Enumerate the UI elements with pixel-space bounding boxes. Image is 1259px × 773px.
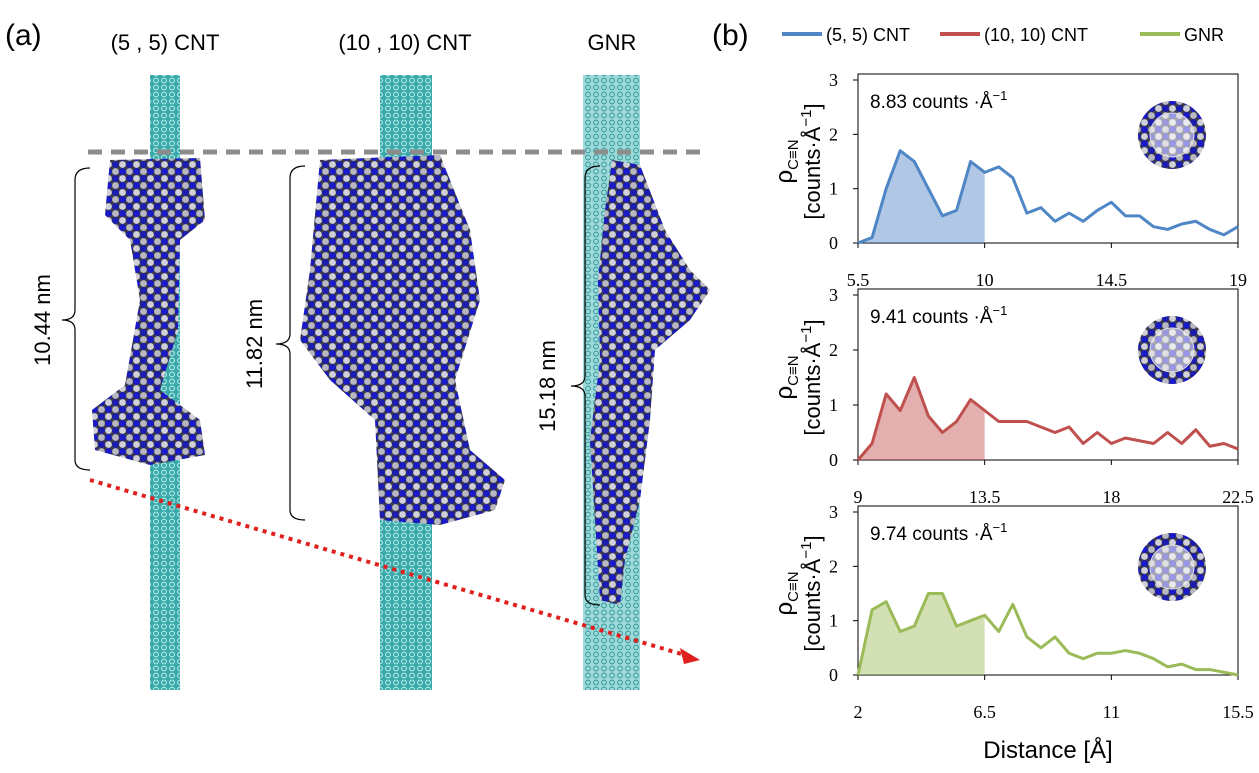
x-tick-label: 5.5 [847, 270, 870, 290]
x-tick-label: 19 [1229, 270, 1247, 290]
annotation-sup: −1 [993, 88, 1008, 103]
line [856, 592, 1239, 677]
y-tick-label: 2 [829, 556, 838, 576]
annotation-sup: −1 [993, 303, 1008, 318]
x-tick-label: 2 [854, 702, 863, 722]
plot-frame [857, 73, 1239, 244]
x-tick-label: 10 [976, 270, 994, 290]
panel-label: (a) [5, 19, 42, 52]
bracket [275, 165, 306, 521]
y-label-sup: −1 [798, 326, 815, 343]
shaded-area [858, 377, 985, 460]
y-tick-label: 0 [829, 665, 838, 685]
y-tick-label: 3 [829, 70, 838, 90]
x-tick-label: 15.5 [1222, 702, 1254, 722]
arrow-head [680, 648, 700, 664]
y-label-sub: C≡N [785, 139, 802, 169]
x-tick-label: 13.5 [969, 487, 1001, 507]
x-axis-label: Distance [Å] [983, 736, 1112, 764]
model-title: (10 , 10) CNT [338, 30, 471, 55]
shaded-area [858, 150, 985, 243]
y-label-symbol: ρC≡N [771, 355, 802, 399]
y-tick-label: 1 [829, 179, 838, 199]
panel-a: (a) (5 , 5) CNT (10 , 10) CNT GNR 10.44 … [5, 19, 710, 690]
y-label-sup: −1 [798, 542, 815, 559]
y-label-unit: [counts·Å−1] [798, 535, 825, 651]
y-tick-label: 2 [829, 340, 838, 360]
annotation: 9.74 counts ·Å−1 [870, 520, 1007, 545]
y-axis-label: ρC≡N[counts·Å−1] [771, 535, 825, 651]
annotation-sup: −1 [993, 520, 1008, 535]
length-label: 11.82 nm [242, 299, 267, 389]
legend-label: GNR [1184, 25, 1224, 45]
bracket [570, 165, 601, 606]
y-label-unit-text: [counts·Å [800, 558, 825, 651]
model-title: (5 , 5) CNT [111, 30, 220, 55]
polymer [300, 155, 505, 525]
y-label-unit-text: [counts·Å [800, 126, 825, 219]
y-tick-label: 1 [829, 611, 838, 631]
x-tick-label: 18 [1102, 487, 1120, 507]
y-tick-label: 1 [829, 395, 838, 415]
x-tick-label: 22.5 [1222, 487, 1254, 507]
y-tick-label: 0 [829, 233, 838, 253]
panel-label: (b) [712, 19, 749, 52]
annotation: 8.83 counts ·Å−1 [870, 88, 1007, 113]
y-label-sub: C≡N [785, 571, 802, 601]
legend-label: (10, 10) CNT [984, 25, 1088, 45]
annotation: 9.41 counts ·Å−1 [870, 303, 1007, 328]
polymer [92, 158, 205, 465]
y-label-symbol: ρC≡N [771, 139, 802, 183]
line [857, 149, 1239, 245]
y-label-rho: ρ [771, 386, 798, 400]
y-axis-label: ρC≡N[counts·Å−1] [771, 319, 825, 435]
x-tick-label: 11 [1103, 702, 1120, 722]
y-tick-label: 2 [829, 124, 838, 144]
y-label-symbol: ρC≡N [771, 571, 802, 615]
y-tick-label: 3 [829, 285, 838, 305]
plot-frame [857, 288, 1239, 461]
x-tick-label: 9 [854, 487, 863, 507]
y-label-close: ] [800, 319, 825, 325]
bracket [61, 167, 91, 471]
x-tick-label: 6.5 [973, 702, 996, 722]
y-label-close: ] [800, 103, 825, 109]
plot-frame [857, 505, 1239, 676]
y-label-unit: [counts·Å−1] [798, 103, 825, 219]
y-label-sub: C≡N [785, 355, 802, 385]
y-label-unit-text: [counts·Å [800, 342, 825, 435]
legend-label: (5, 5) CNT [826, 25, 910, 45]
inset-highlight [1149, 544, 1195, 590]
inset-highlight [1149, 327, 1195, 373]
line [856, 376, 1239, 461]
y-tick-label: 3 [829, 502, 838, 522]
length-label: 10.44 nm [30, 274, 55, 366]
y-label-rho: ρ [771, 602, 798, 616]
y-axis-label: ρC≡N[counts·Å−1] [771, 103, 825, 219]
y-label-close: ] [800, 535, 825, 541]
length-label: 15.18 nm [535, 340, 560, 432]
polymer [590, 160, 710, 605]
annotation-text: 9.41 counts ·Å [870, 307, 993, 328]
y-label-sup: −1 [798, 110, 815, 127]
shaded-area [858, 593, 985, 675]
annotation-text: 9.74 counts ·Å [870, 524, 993, 545]
x-tick-label: 14.5 [1096, 270, 1128, 290]
y-label-rho: ρ [771, 170, 798, 184]
inset-highlight [1149, 112, 1195, 158]
model-title: GNR [588, 30, 637, 55]
annotation-text: 8.83 counts ·Å [870, 92, 993, 113]
y-tick-label: 0 [829, 450, 838, 470]
y-label-unit: [counts·Å−1] [798, 319, 825, 435]
arrow [89, 478, 686, 657]
